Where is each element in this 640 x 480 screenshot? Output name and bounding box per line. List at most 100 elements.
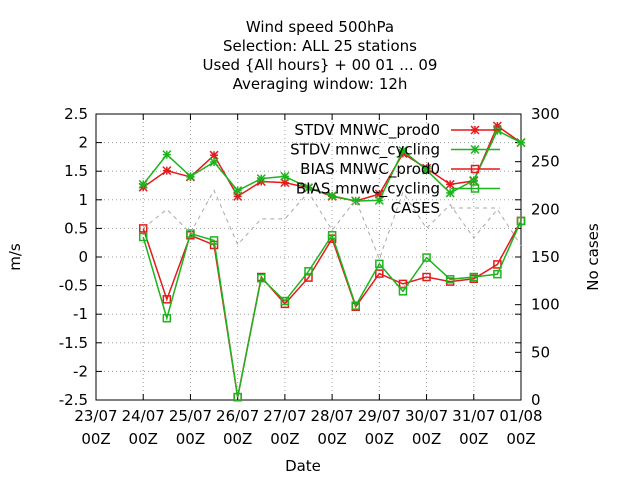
x-tick-label-date: 28/07 [310, 407, 353, 425]
title-line: Averaging window: 12h [233, 75, 408, 93]
title-line: Used {All hours} + 00 01 ... 09 [203, 56, 438, 74]
y2-tick-label: 50 [531, 343, 550, 361]
legend-item: STDV MNWC_prod0 [294, 121, 500, 140]
data-point [304, 267, 313, 276]
legend-label: BIAS MNWC_prod0 [300, 160, 440, 179]
y-tick-label: -1.5 [59, 334, 88, 352]
x-tick-label-date: 27/07 [263, 407, 306, 425]
legend-marker [470, 164, 480, 174]
data-point [327, 231, 337, 240]
data-point [375, 269, 384, 278]
legend-item: CASES [391, 199, 500, 217]
data-point [186, 229, 195, 238]
series-bias-mnwc-cycling [138, 216, 526, 402]
data-point [138, 224, 148, 233]
data-point [303, 183, 314, 193]
data-point [445, 275, 455, 284]
x-tick-label-hour: 00Z [176, 430, 205, 448]
data-point [233, 392, 242, 402]
data-point [162, 150, 172, 160]
series-line [142, 189, 522, 261]
y-tick-label: -1 [73, 305, 88, 323]
legend-item: STDV mnwc_cycling [290, 141, 500, 160]
y-axis: 2.5 2 1.5 1 0.5 0 -0.5 -1 -1.5 -2 -2.5 [59, 105, 521, 409]
data-point [469, 272, 479, 282]
data-point [162, 313, 172, 323]
series-line [142, 220, 522, 398]
x-tick-label-date: 29/07 [358, 407, 401, 425]
legend-label: BIAS mnwc_cycling [296, 180, 440, 199]
legend-marker [470, 184, 480, 193]
series-layer [138, 121, 526, 402]
data-point [209, 150, 219, 160]
y-tick-label: 0 [78, 248, 88, 266]
y-axis-label: m/s [6, 243, 24, 271]
x-tick-label-hour: 00Z [223, 430, 252, 448]
data-point [516, 138, 526, 148]
y-tick-label: -0.5 [59, 277, 88, 295]
legend-label: STDV MNWC_prod0 [294, 121, 440, 140]
title-line: Wind speed 500hPa [246, 18, 394, 36]
data-point [445, 179, 455, 189]
data-point [374, 195, 384, 205]
x-tick-label-hour: 00Z [506, 430, 535, 448]
y-tick-label: 1 [78, 191, 88, 209]
x-tick-label-date: 24/07 [122, 407, 165, 425]
x-tick-label-hour: 00Z [81, 430, 110, 448]
x-tick-label-hour: 00Z [270, 430, 299, 448]
y-tick-label: 2.5 [64, 105, 88, 123]
x-axis: 23/07 00Z 24/07 00Z 25/07 00Z 26/07 00Z 27/07 00Z… [74, 114, 543, 448]
data-point [257, 273, 266, 283]
legend-marker [470, 125, 480, 135]
x-tick-label-date: 31/07 [452, 407, 495, 425]
y-tick-label: 1.5 [64, 162, 88, 180]
data-point [351, 301, 360, 310]
legend-label: CASES [391, 199, 440, 217]
data-point [516, 216, 526, 226]
data-point [256, 174, 266, 184]
data-point [469, 175, 479, 185]
y-tick-label: -2 [73, 362, 88, 380]
x-tick-label-date: 25/07 [169, 407, 212, 425]
series-cases [142, 189, 522, 261]
legend-marker [470, 144, 480, 155]
series-bias-mnwc-prod0 [138, 216, 526, 402]
y-tick-label: 2 [78, 134, 88, 152]
data-point [327, 191, 337, 201]
x-tick-label-date: 01/08 [499, 407, 542, 425]
data-point [422, 272, 431, 282]
x-tick-label-date: 30/07 [405, 407, 448, 425]
legend-item: BIAS MNWC_prod0 [300, 160, 500, 179]
data-point [162, 295, 172, 304]
data-point [162, 166, 172, 176]
x-tick-label-date: 23/07 [74, 407, 117, 425]
y2-tick-label: 300 [531, 105, 560, 123]
legend-item: BIAS mnwc_cycling [296, 180, 500, 199]
y2-axis: 300 250 200 150 100 50 0 [515, 105, 560, 409]
data-point [422, 253, 431, 262]
series-stdv-mnwc-cycling [138, 126, 526, 206]
x-tick-label-hour: 00Z [317, 430, 346, 448]
data-point [375, 259, 384, 269]
y-tick-label: -2.5 [59, 391, 88, 409]
y2-tick-label: 0 [531, 391, 541, 409]
data-point [209, 236, 219, 245]
data-point [209, 157, 219, 167]
data-point [138, 179, 148, 189]
data-point [138, 232, 148, 242]
y2-tick-label: 250 [531, 153, 560, 171]
grid [96, 114, 521, 400]
x-axis-label: Date [285, 457, 321, 475]
x-tick-label-hour: 00Z [412, 430, 441, 448]
x-tick-label-hour: 00Z [365, 430, 394, 448]
data-point [398, 287, 408, 296]
y2-tick-label: 150 [531, 248, 560, 266]
x-tick-label-date: 26/07 [216, 407, 259, 425]
data-point [233, 186, 243, 196]
y2-tick-label: 200 [531, 200, 560, 218]
data-point [398, 146, 408, 156]
x-tick-label-hour: 00Z [459, 430, 488, 448]
